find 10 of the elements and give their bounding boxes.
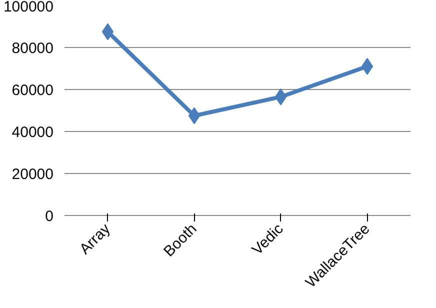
point [361, 58, 374, 75]
y-tick-label: 40000 [12, 124, 54, 141]
point [274, 88, 287, 106]
y-tick-label: 100000 [3, 0, 54, 16]
y-tick-label: 0 [45, 208, 54, 225]
point [188, 107, 200, 124]
y-tick-label: 60000 [12, 82, 54, 99]
point [102, 23, 114, 40]
y-tick-label: 20000 [12, 166, 54, 183]
y-tick-label: 80000 [12, 40, 54, 57]
